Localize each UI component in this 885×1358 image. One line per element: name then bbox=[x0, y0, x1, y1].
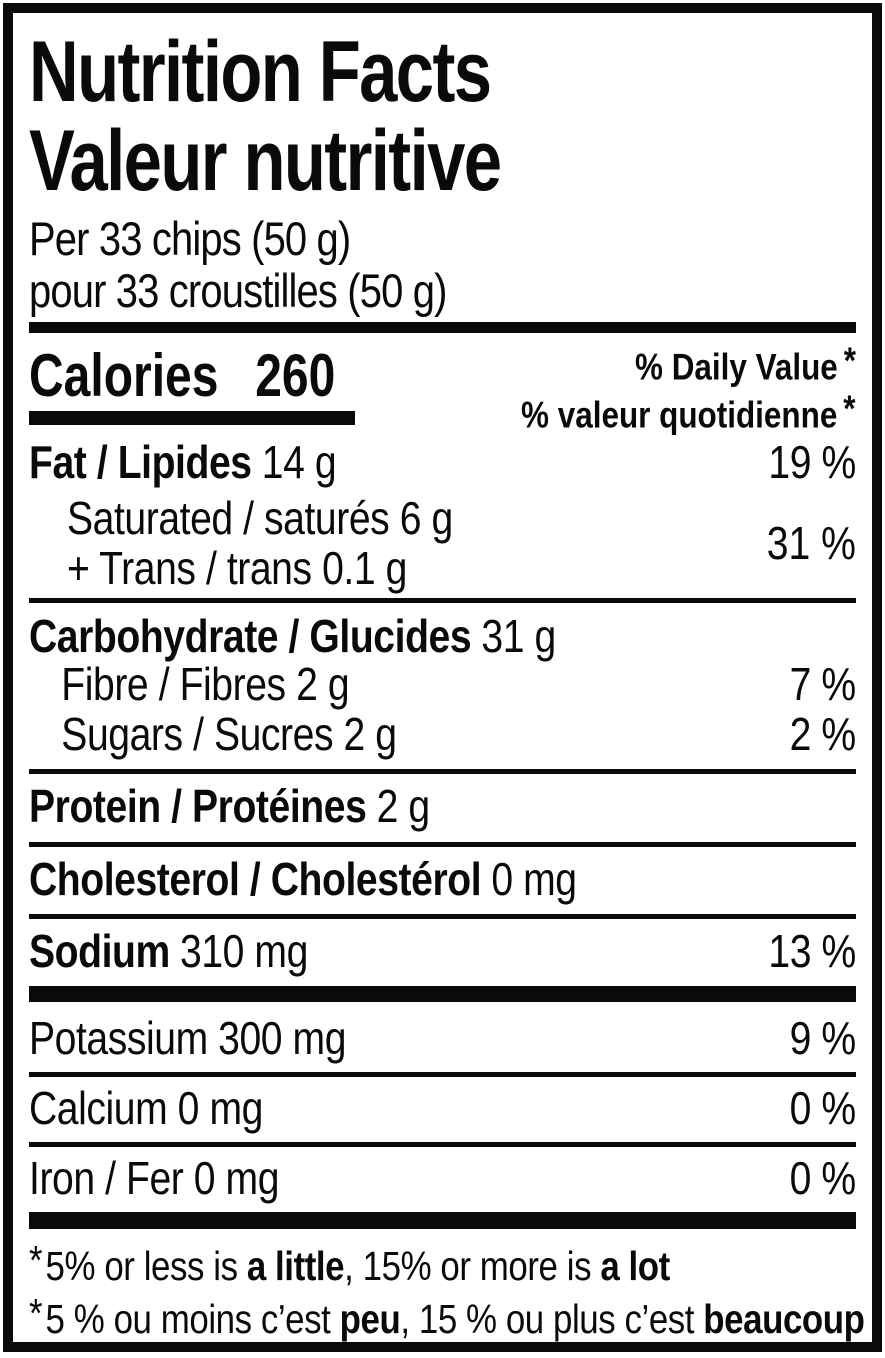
row-saturated-trans: Saturated / saturés 6 g + Trans / trans … bbox=[29, 493, 856, 593]
serving-size-fr: pour 33 croustilles (50 g) bbox=[29, 264, 447, 317]
footnote-asterisk: * bbox=[29, 1290, 43, 1337]
iron-name: Iron / Fer 0 mg bbox=[29, 1152, 280, 1204]
row-fibre: Fibre / Fibres 2 g 7 % bbox=[29, 658, 857, 710]
serving-size-en: Per 33 chips (50 g) bbox=[29, 212, 351, 265]
fibre-name: Fibre / Fibres 2 g bbox=[61, 658, 350, 710]
calories-underline bbox=[29, 411, 355, 425]
fibre-daily-value: 7 % bbox=[789, 658, 857, 710]
saturated-line: Saturated / saturés 6 g bbox=[67, 492, 453, 544]
cholesterol-name: Cholesterol / Cholestérol bbox=[29, 853, 482, 905]
row-carbohydrate: Carbohydrate / Glucides 31 g bbox=[29, 610, 856, 662]
daily-value-header-en: % Daily Value bbox=[635, 346, 838, 388]
separator-rule bbox=[29, 1072, 856, 1077]
separator-rule bbox=[29, 769, 856, 774]
calories-block: Calories 260 bbox=[29, 333, 412, 425]
footnote-fr: *5 % ou moins c’est peu, 15 % ou plus c’… bbox=[29, 1290, 865, 1343]
divider-mid-bar bbox=[29, 986, 856, 1002]
label-header: Nutrition Facts Valeur nutritive Per 33 … bbox=[29, 13, 856, 317]
protein-name: Protein / Protéines bbox=[29, 780, 367, 832]
potassium-name: Potassium 300 mg bbox=[29, 1012, 347, 1064]
calories-label: Calories bbox=[29, 342, 219, 409]
carbohydrate-amount: 31 g bbox=[481, 610, 556, 662]
daily-value-header-fr: % valeur quotidienne bbox=[521, 394, 838, 436]
daily-value-header: % Daily Value * % valeur quotidienne * bbox=[462, 340, 856, 435]
sodium-amount: 310 mg bbox=[180, 925, 308, 977]
row-potassium: Potassium 300 mg 9 % bbox=[29, 1012, 856, 1064]
sugars-name: Sugars / Sucres 2 g bbox=[61, 708, 397, 760]
protein-amount: 2 g bbox=[376, 780, 431, 832]
row-cholesterol: Cholesterol / Cholestérol 0 mg bbox=[29, 853, 856, 905]
separator-rule bbox=[29, 1142, 856, 1147]
daily-value-asterisk: * bbox=[843, 340, 856, 381]
calcium-name: Calcium 0 mg bbox=[29, 1082, 263, 1134]
iron-daily-value: 0 % bbox=[789, 1152, 857, 1204]
row-sugars: Sugars / Sucres 2 g 2 % bbox=[29, 708, 857, 760]
carbohydrate-name: Carbohydrate / Glucides bbox=[29, 610, 472, 662]
separator-rule bbox=[29, 914, 856, 919]
calories-value: 260 bbox=[255, 342, 336, 409]
separator-rule bbox=[29, 598, 856, 603]
footnote-asterisk: * bbox=[29, 1237, 43, 1283]
potassium-daily-value: 9 % bbox=[789, 1012, 857, 1064]
separator-rule bbox=[29, 842, 856, 847]
row-fat: Fat / Lipides 14 g 19 % bbox=[29, 436, 856, 488]
sodium-daily-value: 13 % bbox=[768, 925, 857, 977]
fat-amount: 14 g bbox=[261, 436, 337, 488]
fat-name: Fat / Lipides bbox=[29, 436, 252, 488]
sodium-name: Sodium bbox=[29, 925, 170, 977]
calcium-daily-value: 0 % bbox=[789, 1082, 857, 1134]
row-iron: Iron / Fer 0 mg 0 % bbox=[29, 1152, 856, 1204]
daily-value-asterisk: * bbox=[843, 387, 856, 429]
nutrition-facts-label: Nutrition Facts Valeur nutritive Per 33 … bbox=[3, 3, 882, 1352]
divider-bottom-bar bbox=[29, 1212, 856, 1229]
fat-daily-value: 19 % bbox=[768, 436, 857, 488]
footnote-en: *5% or less is a little, 15% or more is … bbox=[29, 1237, 670, 1290]
trans-line: + Trans / trans 0.1 g bbox=[67, 542, 407, 594]
calories-section: Calories 260 % Daily Value * % valeur quot… bbox=[29, 333, 856, 435]
cholesterol-amount: 0 mg bbox=[491, 853, 577, 905]
row-sodium: Sodium 310 mg 13 % bbox=[29, 925, 856, 977]
sugars-daily-value: 2 % bbox=[789, 708, 857, 760]
title-fr: Valeur nutritive bbox=[29, 113, 502, 209]
row-calcium: Calcium 0 mg 0 % bbox=[29, 1082, 856, 1134]
divider-header-bar bbox=[29, 322, 856, 333]
saturated-trans-daily-value: 31 % bbox=[766, 517, 856, 569]
title-en: Nutrition Facts bbox=[29, 24, 492, 120]
row-protein: Protein / Protéines 2 g bbox=[29, 780, 856, 832]
